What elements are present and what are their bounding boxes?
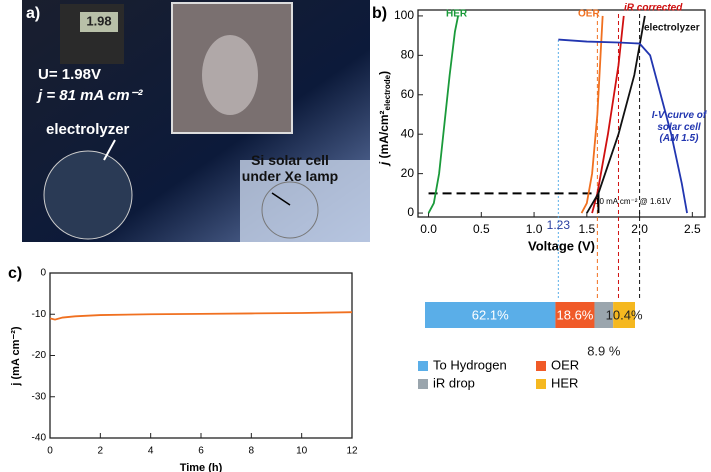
series-label: OER [578, 9, 600, 20]
y-tick-label: -30 [32, 391, 47, 402]
bar-segment [613, 302, 635, 328]
series-label: electrolyzer [644, 23, 700, 34]
x-tick-label: 0 [47, 446, 53, 457]
y-tick-label: -10 [32, 309, 47, 320]
x-axis-label: Voltage (V) [528, 238, 595, 253]
plot-frame [417, 9, 706, 218]
y-tick-label: -40 [32, 433, 47, 444]
electrolyzer-label: electrolyzer [46, 121, 130, 138]
series-line [49, 311, 353, 321]
y-tick-label: 80 [401, 48, 415, 62]
y-tick-label: 40 [401, 126, 415, 140]
x-tick-label: 2 [98, 446, 104, 457]
x-tick-label: 0.5 [473, 222, 490, 236]
y-axis-label: j (mA/cm²electrode) [377, 71, 392, 167]
legend-swatch [536, 379, 546, 389]
y-tick-label: 20 [401, 166, 415, 180]
y-tick-label: 100 [394, 8, 414, 22]
legend-swatch [536, 361, 546, 371]
value-label: 8.9 % [587, 343, 621, 358]
plot-frame [49, 272, 353, 439]
x-tick-label: 2.0 [631, 222, 648, 236]
annotation: 1.23 [547, 218, 571, 232]
y-tick-label: 60 [401, 87, 415, 101]
x-tick-label: 10 [296, 446, 308, 457]
series-line [586, 15, 646, 214]
x-tick-label: 6 [198, 446, 204, 457]
bar-segment [594, 302, 614, 328]
y-axis-label-part: (mA/cm² [377, 110, 391, 161]
series-line [580, 15, 604, 214]
x-tick-label: 2.5 [684, 222, 701, 236]
lamp-area [240, 160, 370, 242]
x-tick-label: 12 [346, 446, 358, 457]
panel-label: b) [372, 5, 387, 22]
value-label: 10.4% [606, 307, 643, 322]
y-tick-label: 0 [407, 205, 414, 219]
panel-label: a) [26, 5, 40, 22]
legend-swatch [418, 361, 428, 371]
inset-cell [202, 35, 258, 115]
series-line [558, 38, 688, 214]
legend-label: To Hydrogen [433, 357, 507, 372]
x-tick-label: 1.5 [578, 222, 595, 236]
bar-segment [555, 302, 595, 328]
meter-reading: 1.98 [86, 13, 111, 28]
value-label: 18.6% [557, 307, 594, 322]
series-label: iR corrected [624, 3, 683, 14]
x-tick-label: 8 [249, 446, 255, 457]
panel-label: c) [8, 265, 22, 282]
series-line [591, 15, 625, 214]
legend-label: iR drop [433, 375, 475, 390]
electrolyzer-circle [43, 150, 133, 240]
bar-segment [425, 302, 556, 328]
value-label: 62.1% [472, 307, 509, 322]
legend-swatch [418, 379, 428, 389]
meter-display [80, 12, 118, 32]
series-line [427, 15, 459, 214]
y-axis-label-part: ) [377, 71, 391, 75]
annotation: 10 mA cm⁻² @ 1.61V [595, 197, 672, 206]
legend-label: HER [551, 375, 578, 390]
series-label: HER [446, 9, 468, 20]
y-axis-label-part: electrode [383, 74, 392, 110]
current-label: j = 81 mA cm⁻² [36, 87, 143, 104]
cell-circle [261, 181, 319, 239]
y-axis-label: j (mA cm⁻²) [10, 326, 22, 387]
x-tick-label: 4 [148, 446, 154, 457]
x-tick-label: 0.0 [420, 222, 437, 236]
y-tick-label: -20 [32, 350, 47, 361]
x-tick-label: 1.0 [526, 222, 543, 236]
cell-label: Si solar cell under Xe lamp [241, 152, 339, 185]
arrow [271, 192, 291, 206]
x-axis-label: Time (h) [180, 462, 223, 472]
voltage-label: U= 1.98V [38, 66, 101, 83]
y-tick-label: 0 [40, 268, 46, 279]
arrow [103, 139, 116, 161]
series-label: I-V curve of solar cell (AM 1.5) [651, 110, 707, 144]
y-axis-label-part: j [377, 161, 391, 167]
legend-label: OER [551, 357, 579, 372]
